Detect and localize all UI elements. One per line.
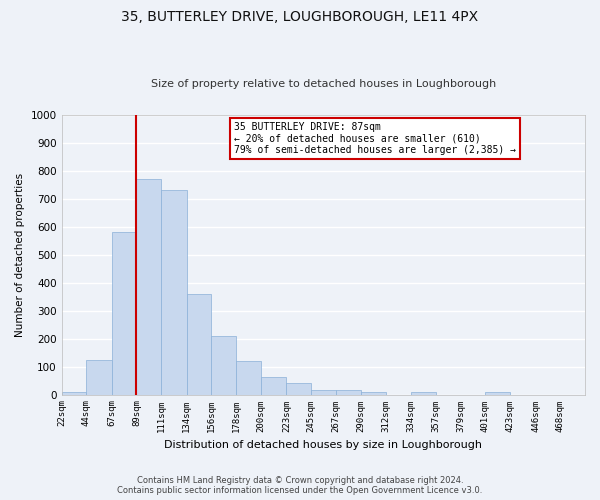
Bar — [86, 360, 112, 394]
Bar — [112, 232, 136, 394]
Y-axis label: Number of detached properties: Number of detached properties — [15, 172, 25, 336]
Bar — [260, 377, 286, 394]
Text: 35, BUTTERLEY DRIVE, LOUGHBOROUGH, LE11 4PX: 35, BUTTERLEY DRIVE, LOUGHBOROUGH, LE11 … — [121, 10, 479, 24]
Text: Contains HM Land Registry data © Crown copyright and database right 2024.
Contai: Contains HM Land Registry data © Crown c… — [118, 476, 482, 495]
X-axis label: Distribution of detached houses by size in Loughborough: Distribution of detached houses by size … — [164, 440, 482, 450]
Bar — [485, 392, 510, 394]
Bar — [410, 392, 436, 394]
Bar — [161, 190, 187, 394]
Bar — [136, 179, 161, 394]
Text: 35 BUTTERLEY DRIVE: 87sqm
← 20% of detached houses are smaller (610)
79% of semi: 35 BUTTERLEY DRIVE: 87sqm ← 20% of detac… — [234, 122, 516, 155]
Bar — [211, 336, 236, 394]
Bar — [236, 361, 260, 394]
Title: Size of property relative to detached houses in Loughborough: Size of property relative to detached ho… — [151, 79, 496, 89]
Bar — [335, 390, 361, 394]
Bar — [361, 392, 386, 394]
Bar — [311, 390, 335, 394]
Bar — [187, 294, 211, 394]
Bar — [62, 392, 86, 394]
Bar — [286, 384, 311, 394]
